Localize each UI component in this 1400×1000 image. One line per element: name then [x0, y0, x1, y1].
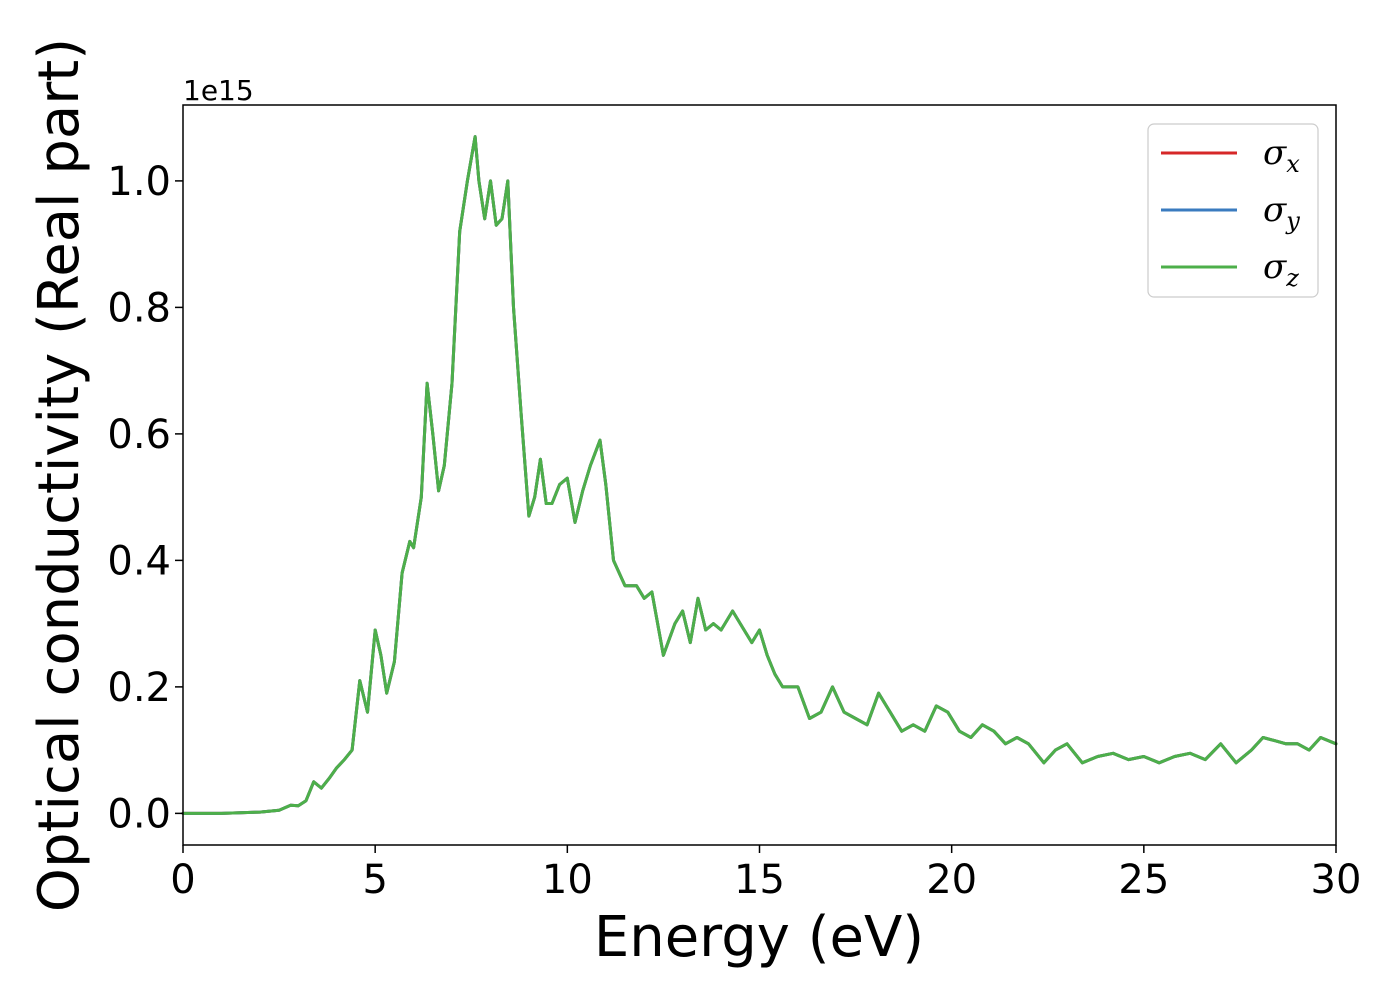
- legend-label-sigma-y: σy: [1263, 190, 1300, 235]
- y-offset-label: 1e15: [183, 74, 254, 107]
- series-layer: [181, 135, 1338, 815]
- x-tick-label: 10: [542, 857, 593, 903]
- y-tick-label: 0.4: [107, 538, 171, 584]
- legend: σx σy σz: [1147, 123, 1319, 298]
- x-tick-label: 0: [170, 857, 195, 903]
- x-tick-label: 25: [1118, 857, 1169, 903]
- series-line-sigma-z: [181, 135, 1338, 815]
- x-axis-title: Energy (eV): [594, 905, 924, 970]
- y-axis-title: Optical conductivity (Real part): [27, 38, 92, 912]
- legend-label-sigma-z: σz: [1263, 247, 1299, 292]
- y-tick-label: 0.2: [107, 665, 171, 711]
- x-axis-ticks: 0 5 10 15 20 25 30: [170, 845, 1361, 903]
- legend-label-sigma-x: σx: [1263, 133, 1300, 178]
- x-tick-label: 15: [734, 857, 785, 903]
- x-tick-label: 30: [1311, 857, 1362, 903]
- y-tick-label: 0.6: [107, 412, 171, 458]
- x-tick-label: 20: [926, 857, 977, 903]
- y-axis-ticks: 0.0 0.2 0.4 0.6 0.8 1.0: [107, 159, 183, 837]
- y-tick-label: 1.0: [107, 159, 171, 205]
- y-tick-label: 0.0: [107, 791, 171, 837]
- y-tick-label: 0.8: [107, 285, 171, 331]
- x-tick-label: 5: [362, 857, 387, 903]
